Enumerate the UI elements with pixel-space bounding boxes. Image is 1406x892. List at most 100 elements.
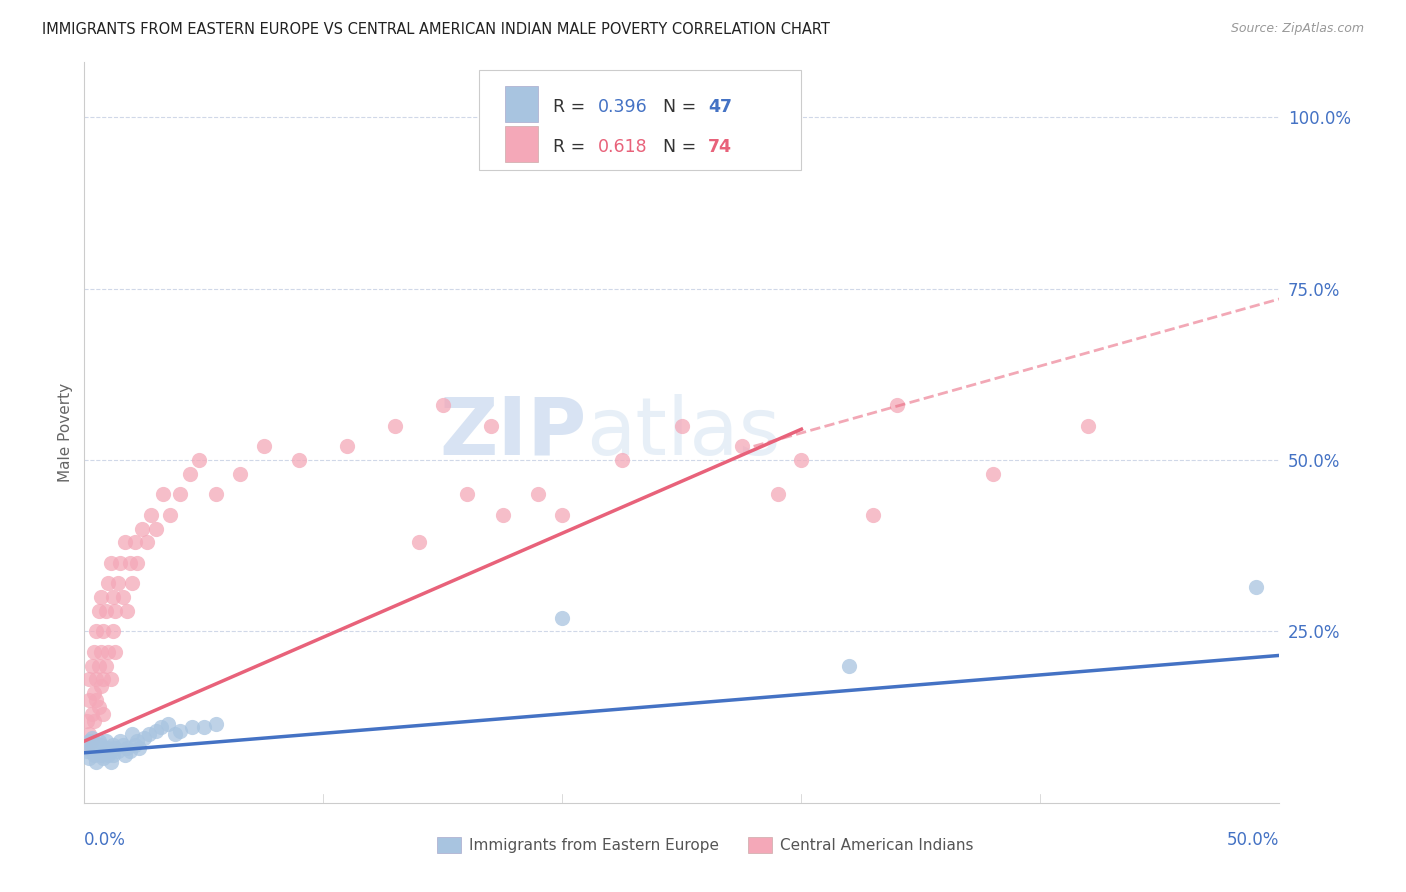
Point — [188, 453, 211, 467]
Point — [83, 645, 105, 659]
Point — [124, 738, 146, 752]
Point — [107, 576, 129, 591]
Point — [612, 453, 634, 467]
Point — [80, 741, 103, 756]
Point — [90, 738, 112, 752]
Point — [86, 693, 108, 707]
Point — [981, 467, 1004, 481]
Point — [90, 590, 112, 604]
Point — [193, 720, 215, 734]
Point — [124, 535, 146, 549]
Point — [111, 590, 134, 604]
Point — [107, 744, 129, 758]
Point — [77, 734, 100, 748]
Bar — [505, 87, 538, 122]
Text: N =: N = — [662, 98, 702, 116]
Point — [118, 744, 141, 758]
Point — [87, 658, 110, 673]
Text: R =: R = — [553, 98, 591, 116]
Point — [131, 522, 153, 536]
Point — [93, 706, 115, 721]
Point — [169, 487, 191, 501]
Point — [110, 556, 132, 570]
Point — [83, 738, 105, 752]
Point — [77, 727, 100, 741]
Point — [456, 487, 478, 501]
Point — [157, 717, 180, 731]
Point — [179, 467, 201, 481]
Text: Central American Indians: Central American Indians — [780, 838, 973, 854]
Point — [87, 744, 110, 758]
Point — [492, 508, 515, 522]
Point — [97, 741, 120, 756]
Point — [145, 522, 167, 536]
Point — [104, 645, 127, 659]
Point — [527, 487, 550, 501]
Text: Source: ZipAtlas.com: Source: ZipAtlas.com — [1230, 22, 1364, 36]
Text: 50.0%: 50.0% — [1227, 831, 1279, 849]
Point — [97, 645, 120, 659]
Point — [479, 418, 502, 433]
Point — [862, 508, 884, 522]
Point — [80, 731, 103, 745]
Point — [76, 741, 98, 756]
Point — [90, 645, 112, 659]
Text: 47: 47 — [709, 98, 733, 116]
Point — [93, 624, 115, 639]
Point — [101, 747, 124, 762]
Text: ZIP: ZIP — [439, 393, 586, 472]
Point — [169, 723, 191, 738]
Point — [117, 604, 139, 618]
Point — [432, 398, 454, 412]
Point — [76, 714, 98, 728]
Point — [336, 439, 359, 453]
Point — [80, 706, 103, 721]
Point — [790, 453, 813, 467]
Point — [97, 576, 120, 591]
Point — [165, 727, 187, 741]
Point — [94, 744, 117, 758]
Point — [121, 576, 143, 591]
Bar — [437, 837, 461, 853]
Bar — [748, 837, 772, 853]
Point — [1077, 418, 1099, 433]
Text: Immigrants from Eastern Europe: Immigrants from Eastern Europe — [470, 838, 720, 854]
Point — [132, 731, 156, 745]
Point — [86, 624, 108, 639]
Point — [83, 747, 105, 762]
Point — [551, 137, 574, 152]
Point — [104, 741, 127, 756]
Point — [384, 418, 406, 433]
Point — [77, 673, 100, 687]
Point — [114, 535, 136, 549]
Point — [83, 686, 105, 700]
Point — [86, 741, 108, 756]
Text: R =: R = — [553, 138, 591, 156]
Point — [93, 741, 115, 756]
Point — [87, 734, 110, 748]
Point — [94, 604, 117, 618]
Point — [77, 693, 100, 707]
Point — [117, 741, 139, 756]
Point — [97, 747, 120, 762]
Point — [121, 727, 143, 741]
Point — [77, 751, 100, 765]
Point — [86, 673, 108, 687]
Point — [229, 467, 252, 481]
Point — [90, 747, 112, 762]
Bar — [505, 127, 538, 161]
Text: 74: 74 — [709, 138, 733, 156]
Point — [145, 723, 167, 738]
Point — [94, 734, 117, 748]
Point — [159, 508, 181, 522]
Point — [104, 604, 127, 618]
Point — [118, 556, 141, 570]
Point — [253, 439, 276, 453]
Point — [408, 535, 430, 549]
Point — [87, 699, 110, 714]
Point — [205, 717, 228, 731]
Point — [138, 727, 160, 741]
Point — [135, 535, 157, 549]
Point — [86, 755, 108, 769]
Point — [93, 673, 115, 687]
